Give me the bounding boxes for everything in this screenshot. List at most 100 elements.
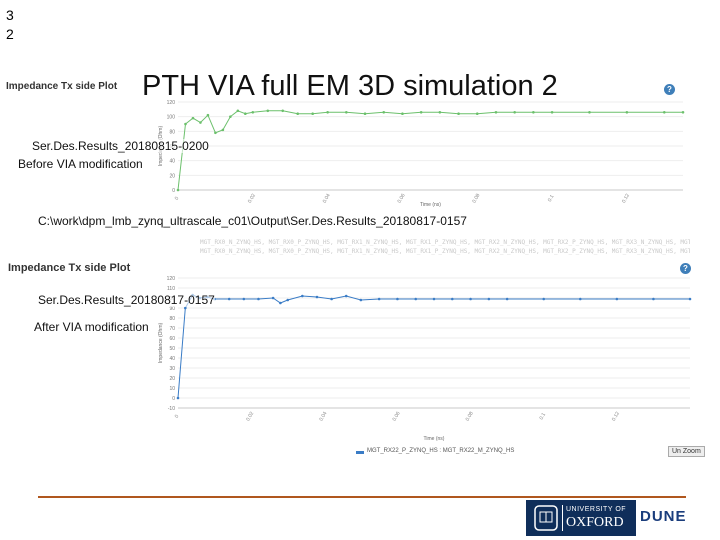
- x-tick-label: 0: [174, 196, 181, 202]
- data-point[interactable]: [401, 112, 404, 116]
- data-point[interactable]: [359, 298, 363, 302]
- data-point[interactable]: [542, 297, 546, 301]
- x-tick-label: 0.06: [392, 411, 402, 423]
- data-point[interactable]: [438, 110, 442, 114]
- data-point[interactable]: [257, 297, 260, 301]
- data-point[interactable]: [578, 297, 582, 301]
- data-point[interactable]: [296, 112, 300, 116]
- data-point[interactable]: [363, 112, 367, 116]
- legend-strip-faded-1: MGT_RX0_N_ZYNQ_HS, MGT_RX0_P_ZYNQ_HS, MG…: [200, 239, 690, 246]
- x-tick-label: 0.08: [465, 411, 475, 423]
- data-point[interactable]: [588, 110, 591, 114]
- data-point[interactable]: [345, 110, 348, 114]
- x-axis-label: Time (ns): [420, 202, 441, 208]
- data-point[interactable]: [377, 297, 381, 301]
- help-icon-top[interactable]: ?: [664, 84, 675, 95]
- data-point[interactable]: [214, 131, 217, 135]
- x-tick-label: 0.04: [322, 193, 332, 205]
- y-tick-label: 100: [167, 115, 176, 121]
- y-tick-label: 70: [169, 326, 175, 332]
- data-point[interactable]: [221, 128, 225, 132]
- y-tick-label: 0: [172, 396, 175, 402]
- data-point[interactable]: [326, 110, 329, 114]
- data-point[interactable]: [396, 297, 399, 301]
- data-point[interactable]: [532, 110, 535, 114]
- series-line: [177, 294, 690, 399]
- data-point[interactable]: [419, 110, 423, 114]
- y-tick-label: 90: [169, 306, 175, 312]
- oxford-crest-icon: [534, 505, 558, 531]
- data-point[interactable]: [176, 396, 180, 400]
- y-tick-label: 80: [169, 316, 175, 322]
- data-point[interactable]: [244, 112, 247, 116]
- oxford-university-text: UNIVERSITY OF: [566, 506, 627, 513]
- result-label-bottom: Ser.Des.Results_20180817-0157: [38, 293, 215, 307]
- output-path: C:\work\dpm_lmb_zynq_ultrascale_c01\Outp…: [38, 214, 467, 228]
- result-label-top: Ser.Des.Results_20180815-0200: [32, 139, 209, 153]
- data-point[interactable]: [199, 121, 202, 124]
- data-point[interactable]: [469, 297, 472, 301]
- data-point[interactable]: [513, 110, 516, 114]
- y-tick-label: 60: [169, 336, 175, 342]
- y-tick-label: 120: [167, 100, 176, 106]
- data-point[interactable]: [184, 122, 187, 126]
- x-axis-label: Time (ns): [424, 436, 445, 442]
- y-tick-label: 20: [169, 376, 175, 382]
- data-point[interactable]: [184, 306, 187, 310]
- x-tick-label: 0.1: [547, 194, 556, 203]
- data-point[interactable]: [271, 296, 275, 300]
- data-point[interactable]: [206, 113, 210, 117]
- legend-series-name[interactable]: MGT_RX22_P_ZYNQ_HS : MGT_RX22_M_ZYNQ_HS: [367, 448, 515, 454]
- data-point[interactable]: [681, 110, 685, 114]
- data-point[interactable]: [625, 110, 629, 114]
- data-point[interactable]: [315, 295, 319, 299]
- data-point[interactable]: [281, 109, 285, 113]
- oxford-logo: UNIVERSITY OF OXFORD: [526, 500, 636, 536]
- data-point[interactable]: [242, 297, 246, 301]
- data-point[interactable]: [494, 110, 498, 114]
- impedance-chart-after[interactable]: 1201101009080706050403020100-1000.020.04…: [150, 272, 695, 442]
- y-tick-label: 20: [169, 173, 175, 179]
- data-point[interactable]: [227, 297, 231, 301]
- footer-rule: [38, 496, 686, 498]
- data-point[interactable]: [652, 297, 655, 301]
- data-point[interactable]: [615, 297, 619, 301]
- data-point[interactable]: [550, 110, 554, 114]
- data-point[interactable]: [229, 115, 232, 118]
- data-point[interactable]: [236, 109, 240, 113]
- data-point[interactable]: [475, 112, 479, 116]
- x-tick-label: 0.04: [318, 411, 328, 423]
- data-point[interactable]: [432, 297, 436, 301]
- data-point[interactable]: [688, 297, 692, 301]
- data-point[interactable]: [286, 298, 290, 302]
- data-point[interactable]: [311, 112, 314, 116]
- y-tick-label: 40: [169, 356, 175, 362]
- dune-logo-text: DUNE: [640, 508, 687, 525]
- unzoom-button[interactable]: Un Zoom: [668, 446, 705, 457]
- data-point[interactable]: [279, 301, 282, 305]
- series-line: [177, 110, 683, 191]
- data-point[interactable]: [414, 297, 418, 301]
- data-point[interactable]: [450, 297, 454, 301]
- data-point[interactable]: [382, 110, 386, 114]
- data-point[interactable]: [505, 297, 509, 301]
- data-point[interactable]: [266, 109, 270, 113]
- data-point[interactable]: [301, 294, 304, 298]
- x-tick-label: 0.02: [247, 193, 257, 205]
- data-point[interactable]: [176, 188, 180, 192]
- data-point[interactable]: [662, 110, 666, 114]
- y-tick-label: -10: [168, 406, 175, 412]
- x-tick-label: 0.1: [539, 412, 548, 421]
- help-icon-bottom[interactable]: ?: [680, 263, 691, 274]
- x-tick-label: 0.12: [611, 411, 621, 423]
- data-point[interactable]: [330, 297, 333, 301]
- data-point[interactable]: [191, 116, 195, 120]
- data-point[interactable]: [487, 297, 491, 301]
- data-point[interactable]: [457, 112, 460, 116]
- data-point[interactable]: [344, 294, 348, 298]
- y-tick-label: 10: [169, 386, 175, 392]
- plot-heading-top: Impedance Tx side Plot: [6, 81, 118, 92]
- impedance-chart-before[interactable]: 12010080604020000.020.040.060.080.10.12I…: [140, 96, 688, 208]
- data-point[interactable]: [251, 110, 255, 114]
- x-tick-label: 0.02: [245, 411, 255, 423]
